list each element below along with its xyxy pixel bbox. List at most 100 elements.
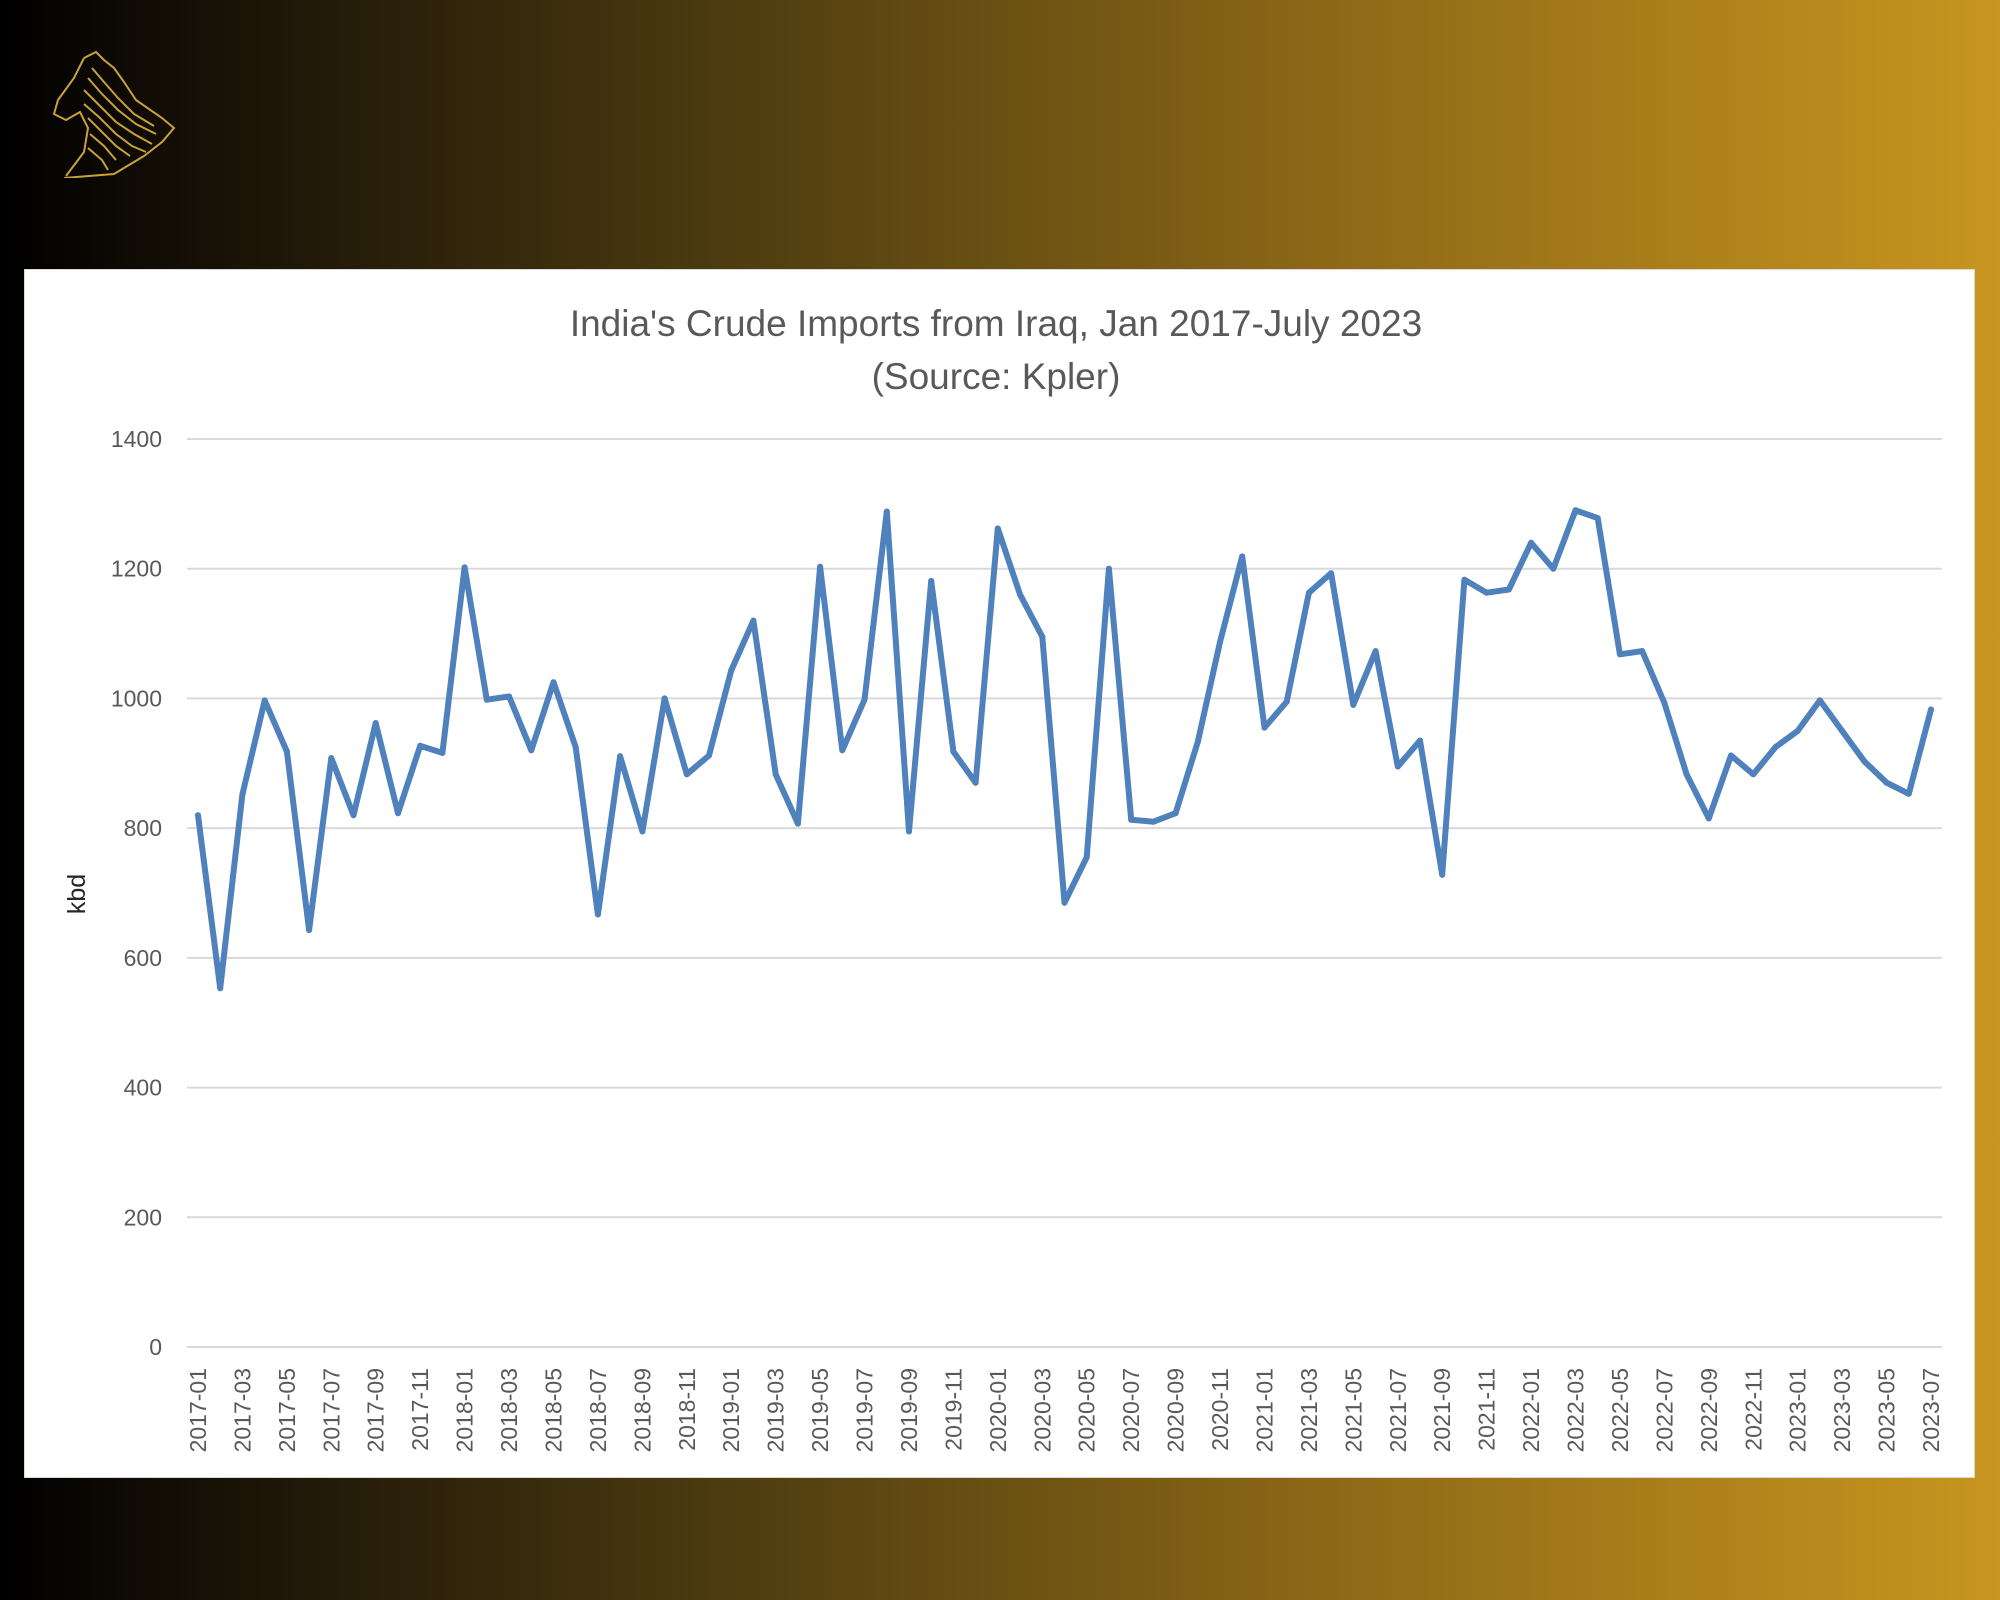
data-point xyxy=(1928,706,1934,713)
data-point xyxy=(572,744,579,751)
data-point xyxy=(928,578,935,584)
x-tick-label: 2018-07 xyxy=(585,1368,611,1452)
x-tick-label: 2022-01 xyxy=(1518,1368,1544,1452)
data-point xyxy=(750,617,757,624)
x-tick-label: 2019-05 xyxy=(807,1368,833,1452)
x-tick-label: 2022-09 xyxy=(1696,1368,1722,1452)
x-tick-label: 2020-09 xyxy=(1163,1368,1189,1452)
x-tick-label: 2017-01 xyxy=(185,1368,211,1452)
chart-panel: India's Crude Imports from Iraq, Jan 201… xyxy=(24,269,1975,1478)
data-point xyxy=(1194,738,1201,745)
x-tick-label: 2017-07 xyxy=(318,1368,344,1452)
data-point xyxy=(1728,752,1734,759)
x-tick-label: 2021-07 xyxy=(1385,1368,1411,1452)
data-point xyxy=(1217,639,1223,645)
data-point xyxy=(283,748,290,755)
data-point xyxy=(1394,763,1401,770)
data-point xyxy=(1639,648,1646,655)
y-axis-title: kbd xyxy=(63,874,91,914)
data-point xyxy=(461,564,468,571)
y-tick-label: 1400 xyxy=(111,426,162,452)
x-tick-label: 2018-03 xyxy=(496,1368,522,1452)
data-point xyxy=(1883,779,1890,786)
data-point xyxy=(1439,871,1446,878)
data-point xyxy=(1861,758,1868,765)
data-point xyxy=(306,927,313,933)
data-point xyxy=(994,525,1001,532)
data-point xyxy=(1083,854,1090,861)
data-point xyxy=(1794,727,1801,734)
x-tick-label: 2022-07 xyxy=(1651,1368,1677,1452)
data-point xyxy=(1572,507,1579,514)
data-point xyxy=(972,779,979,786)
x-tick-label: 2018-05 xyxy=(540,1368,566,1452)
data-point xyxy=(350,812,357,819)
y-tick-label: 0 xyxy=(149,1334,162,1360)
x-tick-label: 2023-05 xyxy=(1874,1368,1900,1452)
y-tick-label: 200 xyxy=(124,1204,162,1230)
x-tick-label: 2023-03 xyxy=(1829,1368,1855,1452)
x-tick-label: 2019-09 xyxy=(896,1368,922,1452)
data-point xyxy=(817,563,824,570)
data-point xyxy=(550,679,557,686)
data-point xyxy=(617,753,624,760)
y-tick-label: 600 xyxy=(124,945,162,971)
chart-title: India's Crude Imports from Iraq, Jan 201… xyxy=(570,303,1422,344)
y-tick-label: 800 xyxy=(124,815,162,841)
x-tick-label: 2020-05 xyxy=(1074,1368,1100,1452)
data-point xyxy=(1750,771,1757,778)
data-point xyxy=(1483,589,1490,596)
data-point xyxy=(395,810,401,817)
data-point xyxy=(861,696,868,703)
x-tick-label: 2023-07 xyxy=(1918,1368,1944,1452)
data-point xyxy=(1128,816,1135,823)
x-tick-label: 2020-11 xyxy=(1207,1368,1233,1451)
data-point xyxy=(839,747,846,754)
data-point xyxy=(1505,586,1512,593)
data-point xyxy=(1350,701,1357,708)
data-point xyxy=(1172,810,1179,817)
data-point xyxy=(1661,700,1668,706)
y-tick-label: 1000 xyxy=(111,685,162,711)
data-point xyxy=(528,747,535,754)
data-point xyxy=(1039,633,1046,640)
x-tick-label: 2020-07 xyxy=(1118,1368,1144,1452)
data-point xyxy=(1550,565,1557,572)
data-point xyxy=(1061,899,1068,906)
data-point xyxy=(639,828,646,835)
x-tick-label: 2019-07 xyxy=(852,1368,878,1452)
data-point xyxy=(239,791,246,798)
data-point xyxy=(195,812,201,819)
x-tick-label: 2021-03 xyxy=(1296,1368,1322,1452)
y-tick-label: 400 xyxy=(124,1075,162,1101)
x-tick-label: 2021-05 xyxy=(1340,1368,1366,1452)
data-point xyxy=(683,771,690,778)
data-point xyxy=(1305,589,1312,596)
line-chart: India's Crude Imports from Iraq, Jan 201… xyxy=(63,303,1944,1452)
x-tick-label: 2019-03 xyxy=(763,1368,789,1452)
data-point xyxy=(1417,737,1423,744)
logo-horse-head-icon xyxy=(52,50,176,178)
data-point xyxy=(328,755,335,762)
data-point xyxy=(706,752,712,759)
x-tick-label: 2021-09 xyxy=(1429,1368,1455,1452)
data-point xyxy=(1816,697,1823,704)
data-point xyxy=(794,820,801,827)
data-point xyxy=(1683,771,1690,778)
y-tick-label: 1200 xyxy=(111,556,162,582)
data-point xyxy=(217,985,224,992)
x-tick-label: 2018-09 xyxy=(629,1368,655,1452)
chart-subtitle: (Source: Kpler) xyxy=(872,356,1121,397)
data-point xyxy=(1905,790,1912,797)
data-point xyxy=(906,828,912,835)
data-point xyxy=(1839,727,1846,734)
data-point xyxy=(1239,553,1246,560)
x-tick-label: 2022-05 xyxy=(1607,1368,1633,1452)
data-point xyxy=(1105,565,1112,572)
x-tick-label: 2017-05 xyxy=(274,1368,300,1452)
data-point xyxy=(1461,576,1468,583)
data-point xyxy=(1772,744,1779,751)
x-tick-label: 2018-01 xyxy=(452,1368,478,1452)
x-tick-label: 2017-09 xyxy=(363,1368,389,1452)
data-point xyxy=(1372,648,1379,655)
